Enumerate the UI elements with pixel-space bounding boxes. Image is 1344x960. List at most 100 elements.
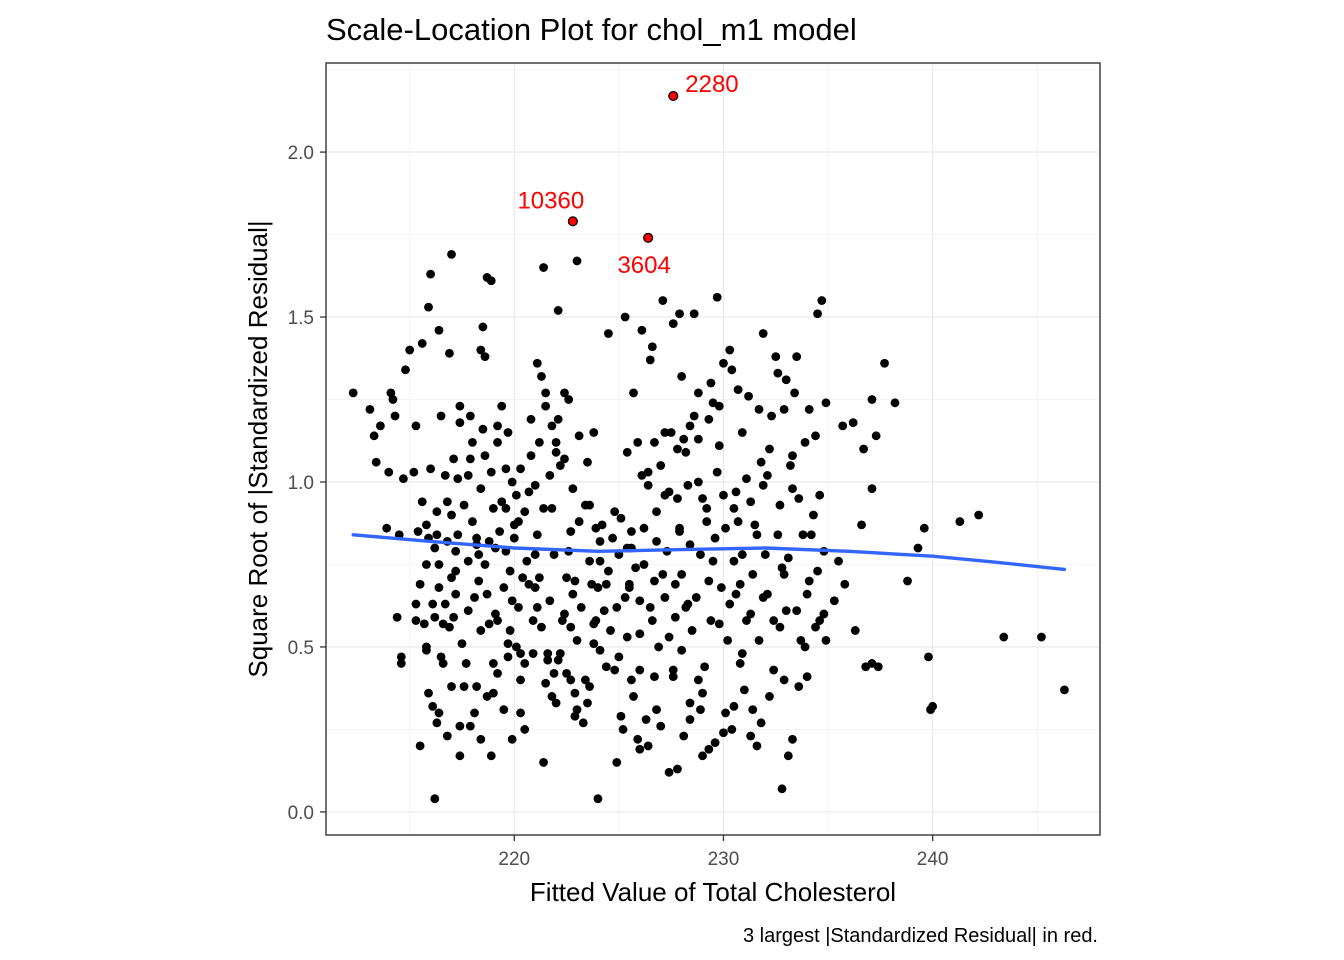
data-point	[488, 503, 498, 513]
data-point	[432, 507, 442, 517]
data-point	[511, 642, 521, 652]
data-point	[539, 758, 548, 767]
data-point	[698, 688, 707, 698]
data-point	[532, 358, 542, 368]
data-point	[635, 629, 645, 639]
data-point	[516, 675, 525, 685]
data-point	[484, 619, 494, 629]
data-point	[706, 616, 716, 625]
data-point	[434, 708, 444, 718]
data-point	[677, 645, 687, 655]
data-point	[451, 589, 461, 599]
data-point	[643, 480, 653, 490]
data-point	[798, 530, 808, 540]
data-point	[566, 527, 576, 536]
data-point	[746, 609, 756, 619]
data-point	[455, 401, 465, 411]
data-point	[570, 711, 580, 721]
data-point	[880, 358, 889, 368]
data-point	[756, 718, 766, 728]
data-point	[449, 454, 459, 464]
data-point	[773, 530, 783, 540]
data-point	[553, 306, 563, 315]
data-point	[664, 632, 674, 642]
x-axis-ticks: 220 230 240	[498, 835, 949, 870]
data-point	[689, 411, 699, 421]
data-point	[737, 649, 747, 658]
data-point	[461, 659, 471, 668]
data-point	[482, 589, 492, 599]
data-point	[767, 411, 776, 421]
data-point	[702, 517, 712, 526]
data-point	[514, 517, 523, 526]
data-point	[727, 365, 737, 375]
data-point	[685, 421, 695, 431]
data-point	[493, 668, 502, 678]
data-point	[792, 352, 802, 362]
data-point	[551, 698, 561, 708]
data-point	[704, 414, 714, 424]
data-point	[631, 563, 640, 573]
data-point	[424, 688, 433, 698]
data-point	[417, 497, 427, 507]
data-point	[652, 705, 661, 715]
data-point	[422, 520, 431, 530]
data-point	[867, 395, 877, 404]
data-point	[526, 451, 536, 460]
data-point	[585, 556, 594, 566]
data-point	[570, 688, 580, 698]
data-point	[541, 388, 551, 398]
data-point	[455, 418, 465, 428]
data-point	[442, 731, 452, 741]
data-point	[675, 309, 684, 319]
data-point	[637, 325, 647, 335]
data-point	[520, 725, 530, 734]
data-point	[516, 708, 525, 718]
data-point	[773, 368, 783, 378]
data-point	[769, 616, 779, 625]
data-point	[748, 569, 758, 579]
data-point	[779, 405, 789, 414]
data-point	[679, 434, 689, 444]
data-point	[478, 322, 488, 332]
data-point	[750, 520, 760, 530]
data-point	[499, 705, 509, 715]
data-point	[658, 296, 668, 305]
data-point	[813, 309, 822, 319]
data-point	[453, 530, 463, 540]
data-point	[813, 566, 822, 576]
data-point	[390, 411, 400, 421]
data-point	[468, 438, 477, 447]
data-point	[566, 675, 576, 685]
data-point	[775, 622, 785, 632]
data-point	[516, 649, 525, 658]
data-point	[712, 292, 722, 302]
data-point	[468, 517, 477, 526]
data-point	[447, 573, 456, 583]
data-point	[627, 527, 636, 536]
data-point	[401, 365, 410, 375]
data-point	[595, 556, 605, 566]
data-point	[507, 477, 517, 487]
data-point	[683, 599, 693, 609]
data-point	[560, 454, 569, 464]
data-point	[599, 606, 609, 616]
data-point	[595, 645, 605, 655]
data-point	[673, 764, 682, 774]
data-point	[505, 566, 515, 576]
data-point	[472, 682, 482, 691]
data-point	[746, 497, 756, 507]
data-point	[486, 751, 496, 761]
data-point	[560, 609, 569, 619]
data-point	[422, 642, 431, 652]
data-point	[756, 457, 766, 467]
data-point	[811, 431, 820, 441]
data-point	[800, 642, 810, 652]
data-point	[752, 530, 762, 540]
data-point	[735, 659, 745, 668]
data-point	[765, 692, 774, 701]
data-point	[762, 589, 772, 599]
data-point	[919, 523, 929, 533]
data-point	[511, 490, 521, 500]
